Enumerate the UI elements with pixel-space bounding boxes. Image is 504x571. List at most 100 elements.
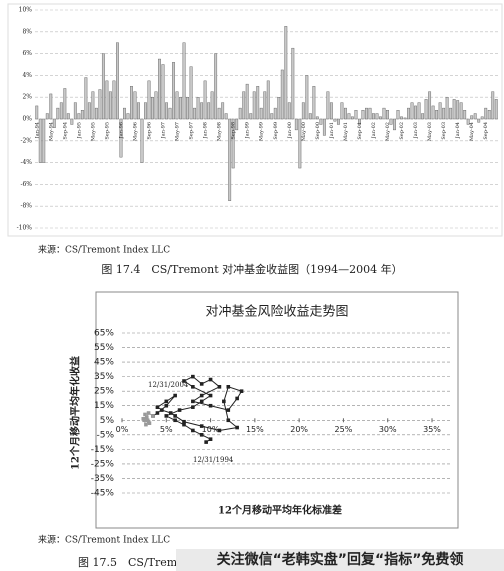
point [155, 405, 160, 409]
x-tick-label: May-98 [217, 122, 223, 141]
bar [277, 96, 281, 120]
bar [270, 113, 274, 120]
chart-title: 对冲基金风险收益走势图 [205, 304, 348, 320]
bar [35, 105, 39, 120]
bar [336, 118, 340, 125]
bar [487, 110, 491, 120]
x-tick-label: Sep-03 [441, 122, 447, 140]
bar [491, 91, 495, 120]
bar [94, 107, 98, 120]
bar [259, 107, 263, 120]
bar [231, 118, 235, 169]
bar [372, 113, 375, 120]
point [177, 408, 182, 412]
x-tick-label: Sep-94 [62, 122, 68, 140]
bar [172, 62, 175, 120]
bar [66, 113, 70, 120]
bar [424, 99, 428, 120]
x-tick-label: Jan-01 [329, 122, 335, 139]
chart2-frame [95, 291, 459, 529]
y-tick-label: 5% [100, 416, 115, 426]
y-tick-label: 4% [22, 72, 32, 79]
x-tick-label: Jan-95 [76, 122, 82, 139]
bar [179, 96, 182, 120]
x-tick-label: Jan-94 [34, 122, 40, 139]
bar [351, 116, 354, 120]
x-tick-label: Jan-97 [161, 122, 167, 139]
bar [400, 116, 403, 120]
x-tick-label: Jan-04 [455, 122, 461, 139]
bar [470, 115, 474, 120]
point [191, 428, 195, 433]
bar [354, 110, 358, 120]
bar [210, 91, 214, 120]
bar [414, 105, 417, 120]
x-axis-label: 12个月移动平均年化标准差 [218, 504, 342, 517]
bar [242, 91, 246, 120]
source: 来源：CS/Tremont Index LLC [38, 245, 170, 256]
bar [386, 110, 389, 120]
bar [59, 102, 63, 120]
x-tick-label: 35% [423, 425, 441, 434]
x-tick-label: 20% [290, 425, 308, 434]
bar [203, 80, 207, 120]
point [217, 428, 222, 433]
bar [358, 118, 361, 125]
bar [347, 113, 351, 120]
bar [326, 91, 330, 120]
x-tick-label: May-03 [427, 122, 433, 141]
bar [305, 75, 309, 120]
bar [459, 102, 463, 120]
point [164, 414, 169, 418]
point [145, 415, 149, 420]
y-tick-label: -45% [91, 489, 115, 499]
bar [126, 113, 130, 120]
bar [105, 80, 109, 120]
point [208, 437, 213, 441]
point [173, 414, 177, 418]
bar [389, 118, 393, 125]
bar [42, 118, 46, 163]
bar [445, 96, 449, 120]
annotation: 12/31/2004 [148, 381, 189, 389]
y-tick-label: 6% [22, 50, 32, 57]
x-tick-label: 30% [379, 425, 397, 434]
point [173, 418, 177, 423]
bar [477, 118, 481, 123]
point [191, 385, 195, 389]
x-tick-label: Sep-04 [483, 122, 489, 140]
y-tick-label: -2% [20, 137, 32, 144]
y-tick-label: 45% [94, 358, 114, 368]
bar [45, 113, 49, 120]
point [208, 377, 213, 382]
bar [235, 118, 239, 131]
y-tick-label: -35% [91, 474, 115, 484]
bar [123, 107, 126, 120]
y-tick-label: -4% [20, 159, 32, 166]
x-tick-label: May-94 [48, 122, 54, 141]
bar [466, 118, 470, 125]
point [235, 396, 239, 401]
y-tick-label: 25% [94, 387, 114, 397]
point [146, 411, 151, 415]
bar [322, 118, 326, 136]
bar [63, 88, 67, 120]
bar [217, 107, 221, 120]
x-tick-label: 10% [202, 425, 220, 434]
bar [228, 118, 232, 201]
y-axis-label: 12个月移动平均年化收益 [69, 356, 82, 470]
point [147, 421, 152, 425]
point [226, 385, 231, 389]
bar [158, 58, 161, 120]
bar [116, 42, 119, 120]
bar [168, 107, 172, 120]
caption: 图 17.5 CS/Tremont [78, 556, 196, 569]
watermark: 关注微信“老韩实盘”回复“指标”免费领 [217, 551, 464, 568]
bar [287, 102, 291, 120]
source: 来源：CS/Tremont Index LLC [38, 535, 170, 546]
bar [87, 102, 91, 120]
point [226, 418, 231, 423]
point [182, 379, 186, 383]
bar [154, 91, 158, 120]
